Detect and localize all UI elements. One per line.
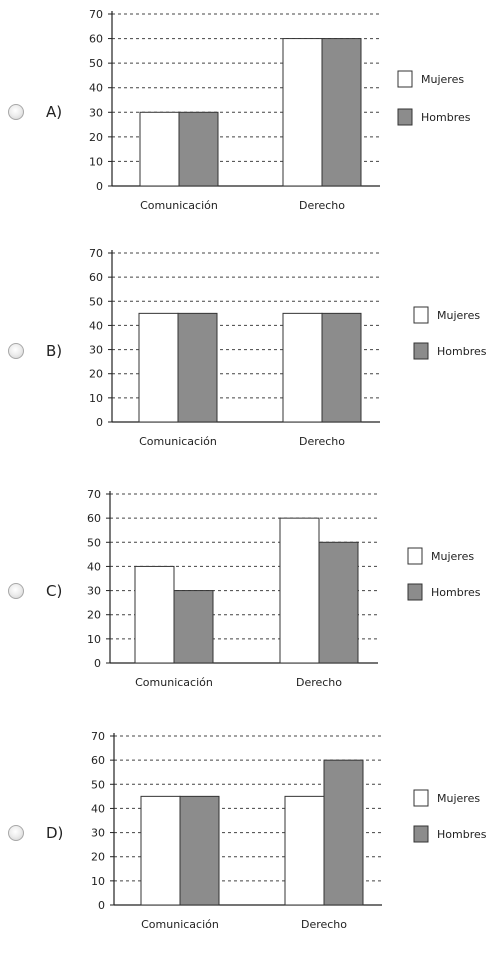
y-tick-label: 50: [91, 778, 105, 791]
y-tick-label: 10: [91, 875, 105, 888]
legend-label: Mujeres: [431, 550, 474, 563]
legend-swatch: [397, 108, 413, 126]
y-tick-label: 60: [89, 33, 103, 46]
x-tick-label: Derecho: [299, 199, 345, 212]
x-tick-label: Comunicación: [141, 918, 219, 931]
bar-mujeres-0: [140, 795, 181, 906]
y-tick-label: 50: [89, 57, 103, 70]
legend-swatch: [413, 306, 429, 324]
bar-hombres-1: [321, 38, 362, 187]
legend-label: Mujeres: [437, 309, 480, 322]
y-tick-label: 60: [91, 754, 105, 767]
y-tick-label: 10: [87, 633, 101, 646]
y-tick-label: 70: [89, 247, 103, 260]
radio-button-a[interactable]: [8, 104, 24, 120]
y-tick-label: 0: [96, 180, 103, 193]
bar-chart-b: 0 10 20 30 40 50 60 70 Comunicación Derecho Mujere…: [89, 247, 487, 448]
answer-option-d[interactable]: D) 0 10 20 30 40 50 60 70 Comunicación Derecho Muj…: [0, 725, 499, 957]
y-tick-label: 40: [89, 82, 103, 95]
x-tick-label: Derecho: [296, 676, 342, 689]
y-tick-label: 0: [98, 899, 105, 912]
answer-option-c[interactable]: C) 0 10 20 30 40 50 60 70 Comunicación Derecho Muj…: [0, 483, 499, 715]
x-tick-label: Comunicación: [139, 435, 217, 448]
y-tick-label: 40: [91, 802, 105, 815]
y-tick-label: 0: [94, 657, 101, 670]
y-tick-label: 70: [89, 8, 103, 21]
bar-chart-c: 0 10 20 30 40 50 60 70 Comunicación Derecho Mujere…: [87, 488, 481, 689]
y-tick-label: 20: [89, 368, 103, 381]
option-label: C): [46, 582, 63, 600]
y-tick-label: 10: [89, 392, 103, 405]
legend-swatch: [397, 70, 413, 88]
bar-chart-a: 0 10 20 30 40 50 60 70 Comunicación Derecho Mujere…: [89, 8, 471, 212]
x-tick-label: Derecho: [299, 435, 345, 448]
y-tick-label: 30: [87, 585, 101, 598]
y-tick-label: 40: [87, 560, 101, 573]
y-tick-label: 20: [89, 131, 103, 144]
y-tick-label: 70: [87, 488, 101, 501]
legend-swatch: [413, 825, 429, 843]
y-tick-label: 30: [89, 344, 103, 357]
bar-chart-d: 0 10 20 30 40 50 60 70 Comunicación Derecho Mujere…: [91, 730, 487, 931]
legend-label: Hombres: [437, 828, 487, 841]
legend-swatch: [413, 789, 429, 807]
bar-mujeres-0: [134, 565, 175, 664]
y-tick-label: 20: [87, 609, 101, 622]
option-label: D): [46, 824, 64, 842]
legend-label: Mujeres: [437, 792, 480, 805]
y-tick-label: 50: [87, 536, 101, 549]
x-tick-label: Comunicación: [140, 199, 218, 212]
bar-mujeres-1: [282, 312, 323, 423]
y-tick-label: 20: [91, 851, 105, 864]
y-tick-label: 40: [89, 319, 103, 332]
legend-label: Hombres: [437, 345, 487, 358]
bar-mujeres-1: [279, 517, 320, 664]
bar-hombres-1: [318, 541, 359, 664]
bar-hombres-0: [179, 795, 220, 906]
radio-button-b[interactable]: [8, 343, 24, 359]
answer-option-b[interactable]: B) 0 10 20 30 40 50 60 70 Comunicación Derecho Muj…: [0, 242, 499, 474]
bar-hombres-0: [177, 312, 218, 423]
bar-hombres-1: [323, 759, 364, 906]
bar-mujeres-1: [284, 795, 325, 906]
y-tick-label: 60: [89, 271, 103, 284]
legend-label: Hombres: [421, 111, 471, 124]
bar-mujeres-0: [139, 111, 180, 187]
x-tick-label: Derecho: [301, 918, 347, 931]
y-tick-label: 60: [87, 512, 101, 525]
legend-swatch: [407, 583, 423, 601]
x-tick-label: Comunicación: [135, 676, 213, 689]
answer-option-a[interactable]: A) 0 10 20 30 40 50 60 70 Comunicación Derecho Muj…: [0, 4, 499, 236]
radio-button-d[interactable]: [8, 825, 24, 841]
legend-label: Hombres: [431, 586, 481, 599]
legend-label: Mujeres: [421, 73, 464, 86]
legend-swatch: [413, 342, 429, 360]
y-tick-label: 10: [89, 155, 103, 168]
y-tick-label: 30: [91, 827, 105, 840]
radio-button-c[interactable]: [8, 583, 24, 599]
bar-hombres-0: [173, 590, 214, 664]
bar-hombres-1: [321, 312, 362, 423]
y-tick-label: 70: [91, 730, 105, 743]
y-tick-label: 0: [96, 416, 103, 429]
bar-mujeres-0: [138, 312, 179, 423]
option-label: B): [46, 342, 63, 360]
y-tick-label: 50: [89, 295, 103, 308]
legend-swatch: [407, 547, 423, 565]
bar-hombres-0: [178, 111, 219, 187]
option-label: A): [46, 103, 63, 121]
y-tick-label: 30: [89, 106, 103, 119]
bar-mujeres-1: [282, 38, 323, 187]
